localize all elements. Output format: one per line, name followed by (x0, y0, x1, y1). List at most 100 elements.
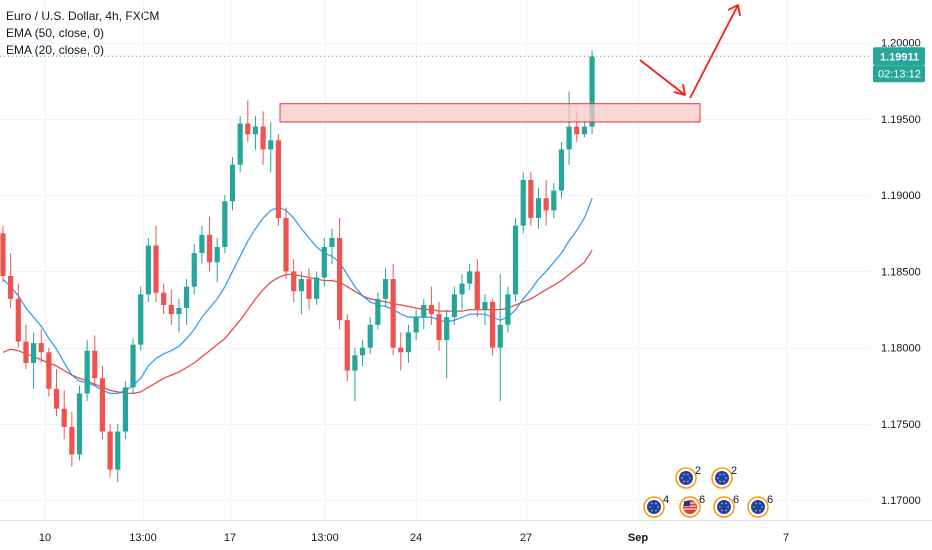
candle-body (46, 352, 52, 389)
candle-body (558, 149, 565, 191)
candle-body (168, 304, 174, 315)
candle-body (444, 317, 450, 341)
candle-body (306, 279, 312, 299)
candle-body (92, 350, 98, 379)
candle (69, 411, 75, 467)
flag-star (725, 477, 727, 479)
candle (352, 347, 358, 402)
flag-star (723, 473, 725, 476)
event-badge[interactable]: 6 (747, 494, 773, 518)
candle-body (566, 126, 572, 150)
candle (23, 324, 29, 370)
flag-star (725, 509, 727, 512)
candle (252, 115, 259, 150)
ema50-label[interactable]: EMA (50, close, 0) (6, 26, 105, 40)
candle (367, 317, 373, 354)
candle-body (451, 294, 457, 318)
candle (184, 279, 190, 325)
flag-star (687, 473, 689, 476)
time-tick-label: 24 (410, 532, 422, 544)
candle (551, 182, 557, 219)
candle-body (321, 247, 327, 278)
symbol-title[interactable]: Euro / U.S. Dollar, 4h, FXCM (6, 9, 160, 23)
candle-body (130, 344, 136, 388)
candle (214, 237, 220, 283)
candle-body (176, 308, 182, 315)
candle-body (512, 225, 519, 295)
candle (138, 286, 144, 351)
candle-body (15, 298, 21, 342)
event-count: 6 (699, 494, 705, 506)
drawings (0, 4, 870, 123)
candle-body (390, 279, 396, 348)
flag-star (717, 477, 719, 479)
candle (344, 314, 350, 382)
candle (329, 228, 335, 264)
flag-star (681, 477, 683, 479)
event-count: 6 (733, 494, 739, 506)
candle-body (53, 388, 60, 409)
candle (260, 111, 266, 165)
candle-body (367, 324, 373, 348)
flag-star (655, 502, 657, 505)
candle (444, 309, 450, 379)
flag-canton (684, 501, 690, 506)
candle-body (184, 286, 190, 309)
candle (76, 385, 83, 461)
last-price-text: 1.19911 (880, 51, 919, 63)
candle-body (31, 343, 37, 363)
candle (92, 335, 98, 386)
chart-legend: Euro / U.S. Dollar, 4h, FXCM EMA (50, cl… (6, 8, 159, 59)
candle (206, 216, 213, 272)
event-badge[interactable]: 2 (711, 465, 737, 489)
event-badge[interactable]: 6 (679, 494, 705, 518)
candle-body (421, 304, 427, 318)
flag-star (657, 506, 659, 508)
candle (405, 324, 412, 363)
event-badge[interactable]: 4 (643, 494, 669, 518)
flag-star (753, 506, 755, 508)
price-tick-label: 1.18000 (881, 343, 921, 355)
event-count: 4 (663, 494, 669, 506)
candle-body (99, 378, 106, 432)
event-badge[interactable]: 2 (675, 465, 701, 489)
candle-body (153, 245, 159, 293)
candle (482, 294, 488, 325)
arrow-down-line (639, 59, 686, 96)
event-badge[interactable]: 6 (713, 494, 739, 518)
countdown-badge: 02:13:12 (873, 65, 925, 83)
candle (566, 91, 572, 165)
candle-body (314, 277, 320, 299)
candle-body (61, 408, 67, 427)
candle-body (490, 301, 496, 348)
candle (558, 141, 565, 199)
candle-body (497, 324, 503, 348)
flag-star (649, 506, 651, 508)
candle (390, 263, 396, 356)
flag-star (721, 509, 723, 512)
eu-flag-icon (679, 471, 693, 485)
flag-star (655, 509, 657, 512)
last-price-badge: 1.19911 (873, 47, 925, 66)
candle-body (520, 179, 526, 226)
last-price-bg (873, 47, 925, 66)
ema20-label[interactable]: EMA (20, close, 0) (6, 43, 105, 57)
flag-star (727, 506, 729, 508)
candle-body (191, 253, 197, 287)
candle (222, 195, 228, 254)
candles (0, 50, 595, 482)
candle-body (268, 140, 274, 150)
candle (528, 172, 534, 226)
candle (451, 286, 457, 325)
candle-body (436, 314, 442, 341)
candle (53, 369, 60, 417)
candle-body (574, 126, 580, 135)
candle (512, 218, 519, 302)
candle (153, 225, 159, 302)
price-tick-label: 1.17500 (881, 419, 921, 431)
candle-body (329, 237, 335, 248)
candle-body (528, 179, 534, 219)
eu-flag-icon (717, 500, 731, 514)
candle-body (551, 190, 557, 211)
